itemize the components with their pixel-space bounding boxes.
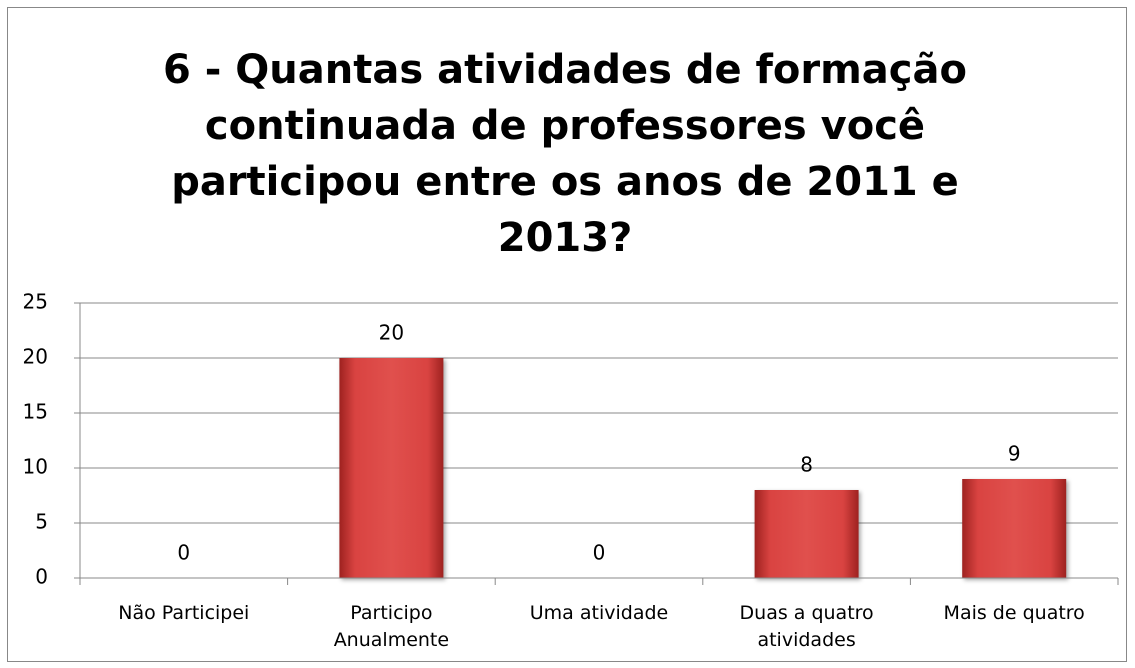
data-label: 20	[379, 321, 404, 345]
data-label: 8	[800, 453, 813, 477]
x-tick-label: Não Participei	[118, 602, 250, 624]
y-tick-label: 20	[23, 345, 48, 369]
y-tick-label: 5	[35, 510, 48, 534]
bar	[962, 479, 1067, 578]
data-label: 9	[1008, 442, 1021, 466]
y-tick-label: 0	[35, 565, 48, 589]
y-tick-label: 15	[23, 400, 48, 424]
chart-frame	[7, 7, 1127, 662]
y-tick-label: 25	[23, 290, 48, 314]
bar	[754, 490, 859, 578]
y-tick-label: 10	[23, 455, 48, 479]
x-tick-label: Uma atividade	[529, 602, 669, 624]
chart-title: 6 - Quantas atividades de formação conti…	[163, 47, 967, 261]
data-label: 0	[177, 541, 190, 565]
x-tick-label: Mais de quatro	[943, 602, 1085, 624]
x-tick-label: Participo Anualmente	[333, 602, 450, 651]
x-tick-label: Duas a quatro atividades	[739, 602, 874, 651]
bar	[339, 358, 444, 578]
data-label: 0	[593, 541, 606, 565]
